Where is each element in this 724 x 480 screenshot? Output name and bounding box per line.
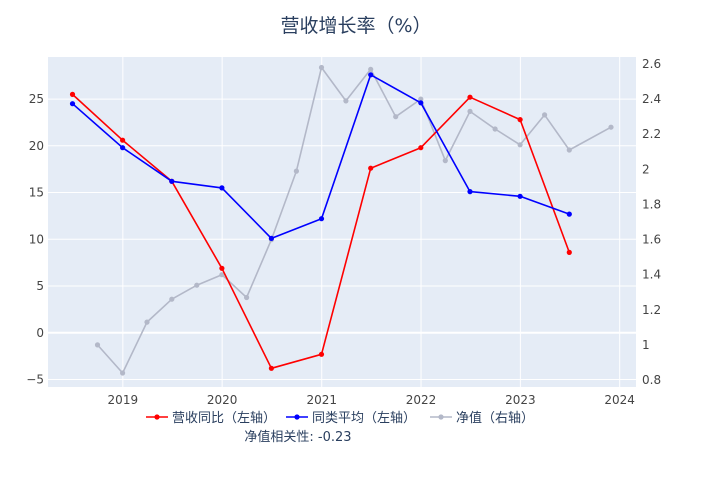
right-y-tick-label: 2.6 bbox=[642, 57, 661, 71]
chart-title: 营收增长率（%） bbox=[280, 15, 431, 37]
data-point bbox=[368, 165, 374, 171]
data-point bbox=[467, 108, 473, 114]
left-y-tick-label: −5 bbox=[26, 373, 44, 387]
data-point bbox=[219, 272, 225, 278]
data-point bbox=[517, 193, 523, 199]
legend-label: 同类平均（左轴） bbox=[312, 411, 416, 426]
data-point bbox=[418, 96, 424, 102]
data-point bbox=[368, 66, 374, 72]
data-point bbox=[492, 126, 498, 132]
data-point bbox=[418, 145, 424, 151]
data-point bbox=[368, 72, 374, 78]
right-y-tick-label: 1 bbox=[642, 338, 650, 352]
left-y-tick-label: 20 bbox=[29, 139, 44, 153]
data-point bbox=[467, 94, 473, 100]
data-point bbox=[244, 294, 250, 301]
x-tick-label: 2021 bbox=[306, 393, 337, 407]
data-point bbox=[608, 124, 614, 130]
right-y-tick-label: 1.2 bbox=[642, 303, 661, 317]
plot-area bbox=[48, 57, 636, 387]
legend-label: 净值（右轴） bbox=[456, 410, 534, 426]
data-point bbox=[542, 112, 548, 118]
data-point bbox=[393, 114, 399, 120]
data-point bbox=[120, 137, 126, 143]
data-point bbox=[144, 319, 150, 325]
right-y-axis-ticks: 0.8 1 1.2 1.4 1.6 1.8 2 2.2 2.4 2.6 bbox=[642, 57, 661, 387]
data-point bbox=[169, 296, 175, 302]
x-tick-label: 2020 bbox=[207, 393, 238, 407]
data-point bbox=[566, 147, 572, 153]
legend-marker bbox=[438, 414, 444, 420]
legend-item: 同类平均（左轴） bbox=[286, 411, 416, 426]
legend-label: 营收同比（左轴） bbox=[172, 411, 276, 426]
data-point bbox=[418, 100, 424, 106]
data-point bbox=[566, 211, 572, 217]
right-y-tick-label: 2 bbox=[642, 162, 650, 176]
data-point bbox=[69, 101, 76, 107]
x-tick-label: 2019 bbox=[108, 393, 139, 407]
legend: 营收同比（左轴） 同类平均（左轴） 净值（右轴） bbox=[146, 410, 534, 426]
series-group bbox=[69, 91, 572, 371]
x-tick-label: 2024 bbox=[604, 393, 635, 407]
data-point bbox=[517, 117, 523, 123]
left-y-tick-label: 5 bbox=[36, 279, 44, 293]
left-y-tick-label: 15 bbox=[29, 186, 44, 200]
data-point bbox=[219, 265, 225, 271]
data-point bbox=[120, 370, 126, 376]
data-point bbox=[442, 158, 448, 164]
legend-item: 净值（右轴） bbox=[430, 410, 534, 426]
data-point bbox=[194, 282, 200, 288]
x-axis-ticks: 2019 2020 2021 2022 2023 2024 bbox=[108, 393, 635, 407]
gridlines bbox=[48, 57, 636, 387]
x-tick-label: 2022 bbox=[406, 393, 437, 407]
data-point bbox=[268, 235, 274, 241]
left-y-tick-label: 25 bbox=[29, 92, 44, 106]
legend-marker bbox=[294, 414, 300, 420]
right-y-tick-label: 0.8 bbox=[642, 373, 661, 387]
right-y-tick-label: 2.2 bbox=[642, 127, 661, 141]
data-point bbox=[318, 216, 325, 222]
series-group bbox=[94, 64, 614, 376]
data-point bbox=[467, 189, 473, 195]
data-point bbox=[169, 178, 175, 184]
legend-marker bbox=[154, 414, 160, 420]
data-point bbox=[219, 185, 225, 191]
x-tick-label: 2023 bbox=[505, 393, 536, 407]
right-y-tick-label: 1.6 bbox=[642, 233, 661, 247]
left-y-tick-label: 10 bbox=[29, 232, 44, 246]
data-point bbox=[293, 168, 299, 174]
data-point bbox=[268, 365, 274, 371]
series-group bbox=[69, 72, 572, 241]
correlation-annotation: 净值相关性: -0.23 bbox=[244, 429, 351, 445]
data-point bbox=[69, 91, 76, 97]
data-point bbox=[318, 64, 325, 71]
legend-item: 营收同比（左轴） bbox=[146, 411, 276, 426]
data-point bbox=[120, 145, 126, 151]
right-y-tick-label: 2.4 bbox=[642, 92, 661, 106]
left-y-tick-label: 0 bbox=[36, 326, 44, 340]
right-y-tick-label: 1.4 bbox=[642, 268, 661, 282]
series-layer bbox=[69, 64, 614, 376]
data-point bbox=[566, 249, 572, 255]
data-point bbox=[318, 351, 325, 357]
right-y-tick-label: 1.8 bbox=[642, 197, 661, 211]
data-point bbox=[94, 342, 101, 348]
left-y-axis-ticks: −5 0 5 10 15 20 25 bbox=[26, 92, 44, 386]
data-point bbox=[517, 142, 523, 148]
data-point bbox=[343, 98, 349, 104]
